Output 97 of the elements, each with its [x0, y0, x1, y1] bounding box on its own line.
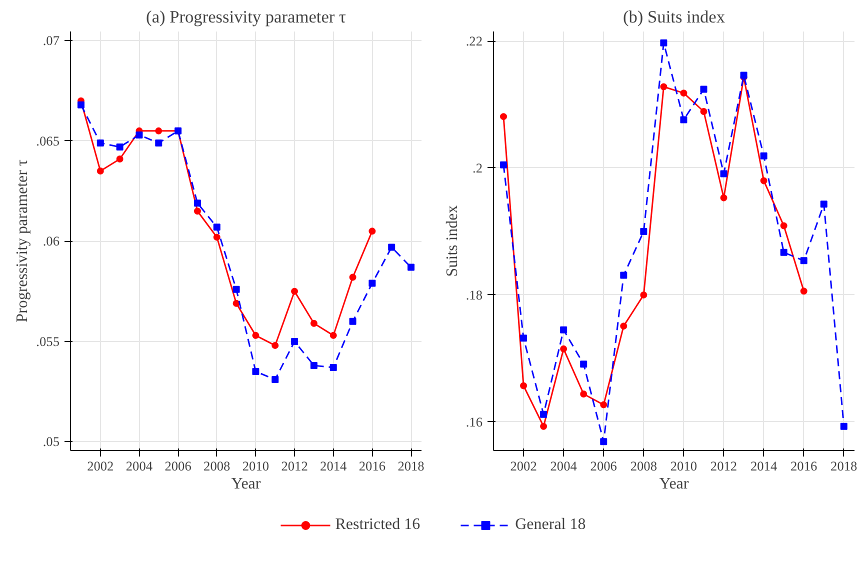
point [560, 326, 568, 334]
point [540, 422, 548, 430]
point [194, 208, 201, 215]
point [155, 139, 162, 146]
point [660, 39, 668, 46]
y-tick-label: .06 [42, 234, 60, 249]
x-tick-label: 2008 [630, 458, 658, 474]
point [640, 291, 648, 298]
point [520, 334, 528, 342]
point [800, 257, 808, 264]
x-tick-label: 2010 [242, 458, 270, 474]
point [680, 116, 688, 124]
legend-label: Restricted 16 [335, 516, 420, 534]
x-tick-label: 2018 [398, 458, 425, 474]
point [330, 364, 337, 371]
y-tick-label: .07 [42, 33, 60, 48]
point [77, 101, 84, 108]
point [96, 139, 104, 146]
y-tick-label: .065 [36, 133, 60, 148]
x-tick-label: 2012 [281, 458, 308, 474]
x-axis-title: Year [659, 476, 690, 492]
point [640, 228, 648, 235]
point [500, 161, 508, 168]
point [780, 222, 788, 230]
x-tick-label: 2008 [204, 458, 231, 474]
point [840, 422, 848, 430]
point [368, 228, 376, 235]
x-tick-label: 2004 [126, 458, 153, 474]
x-axis-title: Year [231, 476, 262, 492]
point [368, 280, 376, 287]
x-tick-label: 2002 [510, 458, 537, 474]
point [232, 286, 240, 293]
point [560, 345, 568, 352]
point [720, 170, 728, 178]
point [116, 143, 124, 150]
point [310, 320, 318, 327]
point [580, 390, 588, 398]
point [232, 300, 240, 307]
point [820, 200, 828, 208]
x-tick-label: 2016 [358, 458, 386, 474]
point [408, 264, 415, 271]
chart-title: (a) Progressivity parameter τ [146, 8, 346, 26]
point [600, 401, 608, 408]
point [580, 360, 588, 368]
x-tick-label: 2006 [164, 458, 192, 474]
y-tick-label: .2 [472, 160, 483, 176]
point [500, 113, 508, 120]
point [700, 108, 708, 115]
point [291, 338, 298, 345]
y-tick-label: .05 [42, 434, 60, 450]
point [800, 288, 808, 295]
point [760, 177, 768, 184]
point [136, 131, 143, 138]
y-tick-label: .22 [466, 34, 483, 49]
point [620, 322, 628, 330]
point [213, 234, 220, 241]
point [116, 156, 124, 162]
point [330, 332, 337, 339]
y-axis-title: Suits index [444, 205, 461, 277]
x-tick-label: 2002 [87, 458, 114, 474]
x-tick-label: 2018 [830, 458, 858, 474]
x-tick-label: 2014 [750, 458, 778, 474]
point [349, 274, 356, 281]
y-axis-title: Progressivity parameter τ [14, 159, 32, 322]
x-tick-label: 2014 [320, 458, 348, 474]
point [310, 362, 318, 369]
point [272, 342, 279, 349]
point [272, 376, 279, 384]
point [760, 152, 768, 160]
x-tick-label: 2012 [710, 458, 738, 474]
chart-title: (b) Suits index [622, 8, 726, 26]
point [520, 382, 528, 390]
x-tick-label: 2010 [670, 458, 698, 474]
point [600, 438, 608, 446]
y-tick-label: .18 [466, 287, 483, 302]
point [620, 272, 628, 279]
x-tick-label: 2006 [590, 458, 618, 474]
point [660, 83, 668, 90]
point [252, 368, 260, 376]
point [155, 127, 162, 134]
point [780, 248, 788, 256]
legend-label: General 18 [515, 516, 586, 534]
point [291, 288, 298, 295]
point [700, 86, 708, 93]
point [540, 410, 548, 418]
x-tick-label: 2016 [790, 458, 818, 474]
y-tick-label: .16 [466, 414, 483, 430]
point [680, 90, 688, 97]
point [96, 168, 104, 175]
y-tick-label: .055 [36, 334, 60, 349]
point [349, 318, 356, 325]
point [213, 224, 220, 231]
x-tick-label: 2004 [550, 458, 578, 474]
point [252, 332, 260, 339]
point [388, 244, 396, 251]
point [194, 200, 201, 207]
point [720, 194, 728, 202]
